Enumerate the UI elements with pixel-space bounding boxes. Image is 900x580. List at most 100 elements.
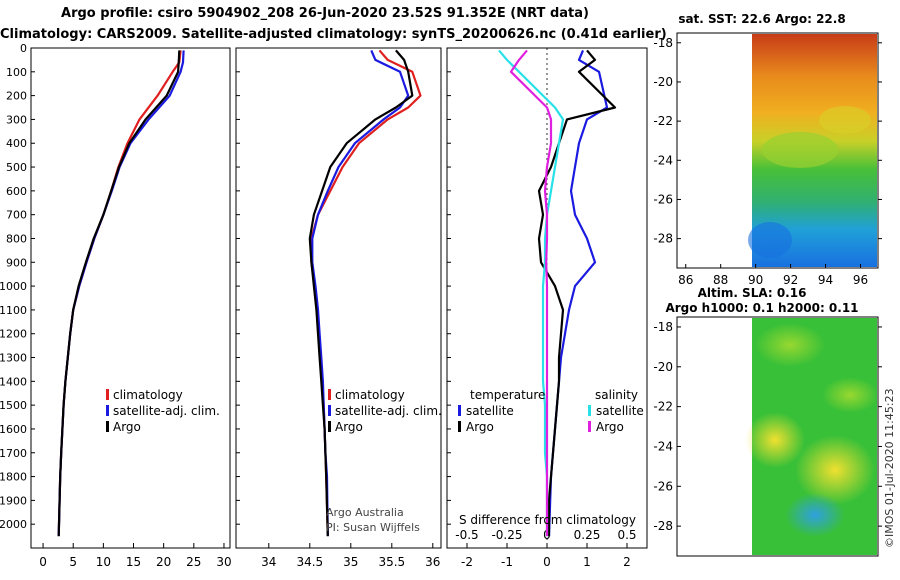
map-y-tick-label: -18 bbox=[653, 36, 673, 50]
legend-swatch-temp-satellite bbox=[458, 405, 461, 416]
map-x-tick-label: 90 bbox=[748, 273, 763, 287]
y-tick-label: 1300 bbox=[0, 352, 27, 365]
salinity-legend: climatology satellite-adj. clim. Argo bbox=[328, 388, 442, 434]
x-tick-label: 34.5 bbox=[296, 555, 323, 569]
x-tick-label: 5 bbox=[69, 555, 77, 569]
legend-label-temp-satellite: satellite bbox=[466, 404, 514, 418]
legend-label-climatology: climatology bbox=[113, 388, 183, 402]
series-line-temperature-argo bbox=[537, 49, 617, 537]
sst-map-feature bbox=[819, 106, 871, 134]
figure-title-line2: Climatology: CARS2009. Satellite-adjuste… bbox=[0, 27, 667, 42]
y-tick-label: 1900 bbox=[0, 494, 27, 507]
y-tick-label: 0 bbox=[20, 42, 27, 55]
legend-swatch-sal-satellite bbox=[588, 405, 591, 416]
y-tick-label: 400 bbox=[6, 137, 27, 150]
x-tick-label: -1 bbox=[501, 555, 513, 569]
y-tick-label: 800 bbox=[6, 232, 27, 245]
sla-map-feature bbox=[755, 323, 825, 367]
series-line-salinity-satellite bbox=[498, 49, 565, 537]
x-tick-label: 0 bbox=[39, 555, 47, 569]
secondary-x-tick-label: 0.25 bbox=[574, 528, 601, 542]
difference-legend: temperature satellite Argo salinity sate… bbox=[458, 388, 644, 434]
sst-map-y-axis: -18 -20 -22 -24 -26 -28 bbox=[653, 36, 882, 246]
salinity-panel: 34 34.5 35 35.5 36 climatology satellite-adj… bbox=[235, 47, 442, 569]
sla-map-subtitle: Argo h1000: 0.1 h2000: 0.11 bbox=[665, 301, 858, 315]
y-tick-label: 100 bbox=[6, 66, 27, 79]
x-tick-label: 10 bbox=[96, 555, 111, 569]
salinity-x-axis: 34 34.5 35 35.5 36 bbox=[261, 543, 440, 569]
y-tick-label: 500 bbox=[6, 161, 27, 174]
legend-swatch-satellite bbox=[106, 405, 109, 416]
series-line-salinity-argo bbox=[509, 49, 553, 537]
x-tick-label: 0 bbox=[543, 555, 551, 569]
map-y-tick-label: -26 bbox=[653, 192, 673, 206]
x-tick-label: 34 bbox=[261, 555, 276, 569]
y-tick-label: 600 bbox=[6, 185, 27, 198]
x-tick-label: 35.5 bbox=[378, 555, 405, 569]
secondary-x-tick-label: 0.5 bbox=[617, 528, 636, 542]
credit-pi: PI: Susan Wijffels bbox=[326, 521, 420, 534]
map-y-tick-label: -24 bbox=[653, 439, 673, 453]
difference-series bbox=[498, 49, 617, 537]
secondary-x-tick-label: -0.25 bbox=[491, 528, 522, 542]
legend-label-argo: Argo bbox=[335, 420, 363, 434]
y-tick-label: 900 bbox=[6, 256, 27, 269]
y-tick-label: 200 bbox=[6, 90, 27, 103]
credit-argo-australia: Argo Australia bbox=[326, 506, 404, 519]
temperature-axes-frame bbox=[30, 47, 231, 549]
legend-label-temp-argo: Argo bbox=[466, 420, 494, 434]
sla-map-feature bbox=[822, 377, 878, 413]
sst-map-panel: sat. SST: 22.6 Argo: 22.8 86 88 90 92 94 96 -… bbox=[653, 12, 882, 287]
map-x-tick-label: 88 bbox=[713, 273, 728, 287]
temperature-panel: 0100200300400500600700800900100011001200… bbox=[0, 42, 451, 569]
sla-map-y-axis: -18 -20 -22 -24 -26 -28 bbox=[653, 320, 882, 533]
x-tick-label: 2 bbox=[623, 555, 631, 569]
difference-panel: -2 -1 0 1 2 -0.5 -0.25 0 0.25 0.5 S difference f… bbox=[446, 47, 648, 569]
legend-label-sal-satellite: satellite bbox=[596, 404, 644, 418]
depth-axis: 0 100 200 300 400 500 600 700 800 900 1000 1100 1200… bbox=[0, 42, 451, 531]
series-line-climatology bbox=[310, 49, 422, 537]
y-tick-label: 1200 bbox=[0, 328, 27, 341]
map-x-tick-label: 86 bbox=[678, 273, 693, 287]
map-y-tick-label: -22 bbox=[653, 400, 673, 414]
y-tick-label: 1500 bbox=[0, 399, 27, 412]
map-y-tick-label: -18 bbox=[653, 320, 673, 334]
legend-label-satellite: satellite-adj. clim. bbox=[335, 404, 442, 418]
y-tick-label: 1400 bbox=[0, 375, 27, 388]
map-y-tick-label: -26 bbox=[653, 479, 673, 493]
map-y-tick-label: -20 bbox=[653, 75, 673, 89]
x-tick-label: 15 bbox=[126, 555, 141, 569]
sla-map-feature bbox=[795, 435, 875, 505]
legend-heading-temperature: temperature bbox=[470, 388, 545, 402]
x-tick-label: 25 bbox=[186, 555, 201, 569]
sla-map-title: Altim. SLA: 0.16 bbox=[698, 286, 807, 300]
legend-label-sal-argo: Argo bbox=[596, 420, 624, 434]
legend-swatch-sal-argo bbox=[588, 421, 591, 432]
map-x-tick-label: 96 bbox=[853, 273, 868, 287]
map-x-tick-label: 94 bbox=[818, 273, 833, 287]
legend-label-satellite: satellite-adj. clim. bbox=[113, 404, 220, 418]
legend-swatch-climatology bbox=[328, 389, 331, 400]
y-tick-label: 700 bbox=[6, 209, 27, 222]
y-tick-label: 1600 bbox=[0, 423, 27, 436]
legend-label-argo: Argo bbox=[113, 420, 141, 434]
temperature-series bbox=[57, 50, 185, 537]
sla-map-feature bbox=[785, 493, 845, 537]
difference-xlabel: S difference from climatology bbox=[459, 513, 636, 527]
map-x-tick-label: 92 bbox=[783, 273, 798, 287]
legend-heading-salinity: salinity bbox=[595, 388, 638, 402]
legend-label-climatology: climatology bbox=[335, 388, 405, 402]
salinity-series bbox=[308, 49, 422, 537]
y-tick-label: 2000 bbox=[0, 518, 27, 531]
legend-swatch-temp-argo bbox=[458, 421, 461, 432]
x-tick-label: 35 bbox=[343, 555, 358, 569]
series-line-argo bbox=[308, 49, 414, 537]
x-tick-label: -2 bbox=[461, 555, 473, 569]
figure-title-line1: Argo profile: csiro 5904902_208 26-Jun-2… bbox=[61, 6, 589, 21]
y-tick-label: 1100 bbox=[0, 304, 27, 317]
map-y-tick-label: -28 bbox=[653, 519, 673, 533]
legend-swatch-argo bbox=[106, 421, 109, 432]
sst-map-feature bbox=[748, 222, 792, 258]
y-tick-label: 1000 bbox=[0, 280, 27, 293]
